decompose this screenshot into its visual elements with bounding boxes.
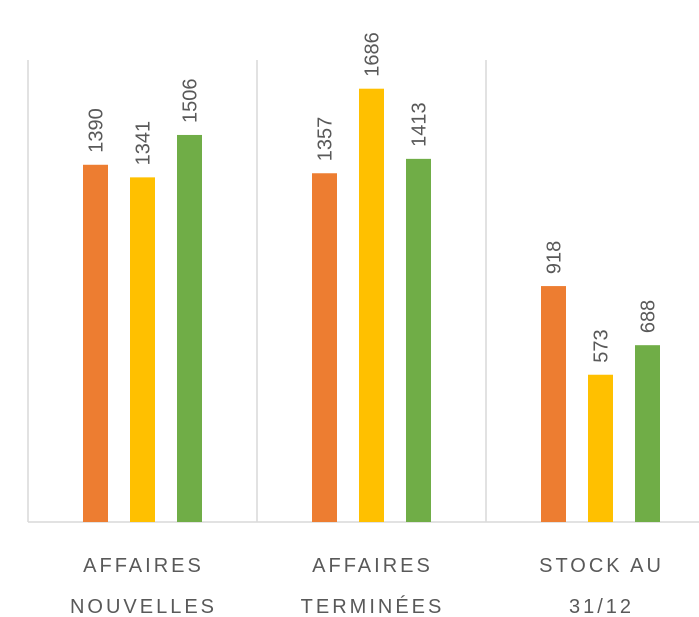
data-label: 1390 bbox=[86, 108, 108, 153]
bar bbox=[541, 286, 566, 522]
x-tick-label: NOUVELLES bbox=[70, 596, 217, 617]
data-label: 688 bbox=[638, 300, 660, 333]
bar bbox=[177, 134, 202, 522]
x-tick-label: TERMINÉES bbox=[301, 595, 445, 617]
x-tick-label: 31/12 bbox=[569, 596, 634, 617]
bar bbox=[130, 177, 155, 522]
bar bbox=[588, 374, 613, 522]
data-label: 1413 bbox=[409, 102, 431, 147]
bar bbox=[312, 173, 337, 522]
data-label: 918 bbox=[544, 241, 566, 274]
bar bbox=[359, 88, 384, 522]
data-label: 1341 bbox=[133, 121, 155, 166]
x-tick-label: STOCK AU bbox=[539, 555, 664, 577]
data-label: 1357 bbox=[315, 117, 337, 162]
bar bbox=[406, 158, 431, 522]
bar bbox=[635, 345, 660, 522]
bar bbox=[83, 164, 108, 522]
x-tick-label: AFFAIRES bbox=[83, 555, 204, 577]
x-tick-label: AFFAIRES bbox=[312, 555, 433, 577]
data-label: 1686 bbox=[362, 32, 384, 77]
data-label: 1506 bbox=[180, 78, 202, 123]
data-label: 573 bbox=[591, 329, 613, 362]
